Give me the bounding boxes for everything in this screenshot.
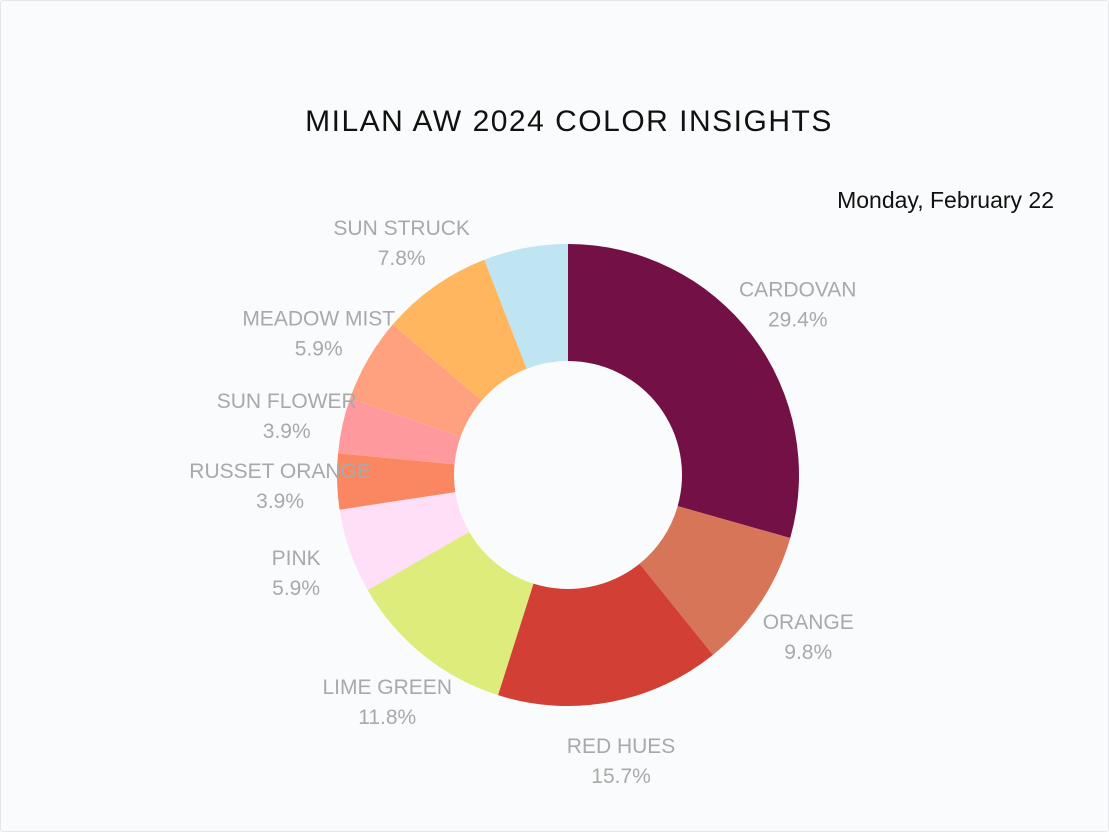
- slice-value-meadow-mist: 5.9%: [295, 338, 343, 361]
- slice-label-lime-green: LIME GREEN: [322, 676, 452, 699]
- slice-label-sun-flower: SUN FLOWER: [217, 390, 357, 413]
- donut-slices: [336, 244, 799, 706]
- slice-russet-orange: [336, 453, 456, 510]
- slice-label-red-hues: RED HUES: [567, 735, 676, 758]
- slice-sun-struck: [392, 259, 527, 401]
- slice-label-russet-orange: RUSSET ORANGE: [189, 460, 371, 483]
- slice-value-sun-struck: 7.8%: [378, 247, 426, 270]
- slice-value-cardovan: 29.4%: [768, 308, 828, 331]
- slice-pink: [339, 492, 470, 591]
- slice-label-sun-struck: SUN STRUCK: [333, 217, 470, 240]
- slice-meadow-mist: [350, 324, 482, 438]
- slice-value-red-hues: 15.7%: [591, 765, 651, 788]
- slice-label-pink: PINK: [272, 547, 321, 570]
- slice-value-russet-orange: 3.9%: [256, 490, 304, 513]
- slice-value-sun-flower: 3.9%: [263, 420, 311, 443]
- slice-label-meadow-mist: MEADOW MIST: [242, 308, 395, 331]
- chart-title: MILAN AW 2024 COLOR INSIGHTS: [305, 105, 833, 138]
- date-label: Monday, February 22: [837, 187, 1054, 213]
- slice-sun-flower: [338, 398, 461, 465]
- slice-labels: CARDOVAN 29.4% ORANGE 9.8% RED HUES 15.7% LIME…: [189, 217, 856, 788]
- slice-lime-green: [367, 531, 534, 696]
- slice-label-cardovan: CARDOVAN: [739, 278, 856, 301]
- slice-value-lime-green: 11.8%: [358, 706, 416, 729]
- slice-value-pink: 5.9%: [272, 577, 320, 600]
- slice-cardovan: [568, 244, 799, 539]
- slice-red-hues: [497, 563, 713, 706]
- slice-unlabeled-9: [484, 244, 568, 369]
- slice-label-orange: ORANGE: [763, 611, 854, 634]
- slice-orange: [639, 506, 791, 655]
- slice-value-orange: 9.8%: [784, 641, 832, 664]
